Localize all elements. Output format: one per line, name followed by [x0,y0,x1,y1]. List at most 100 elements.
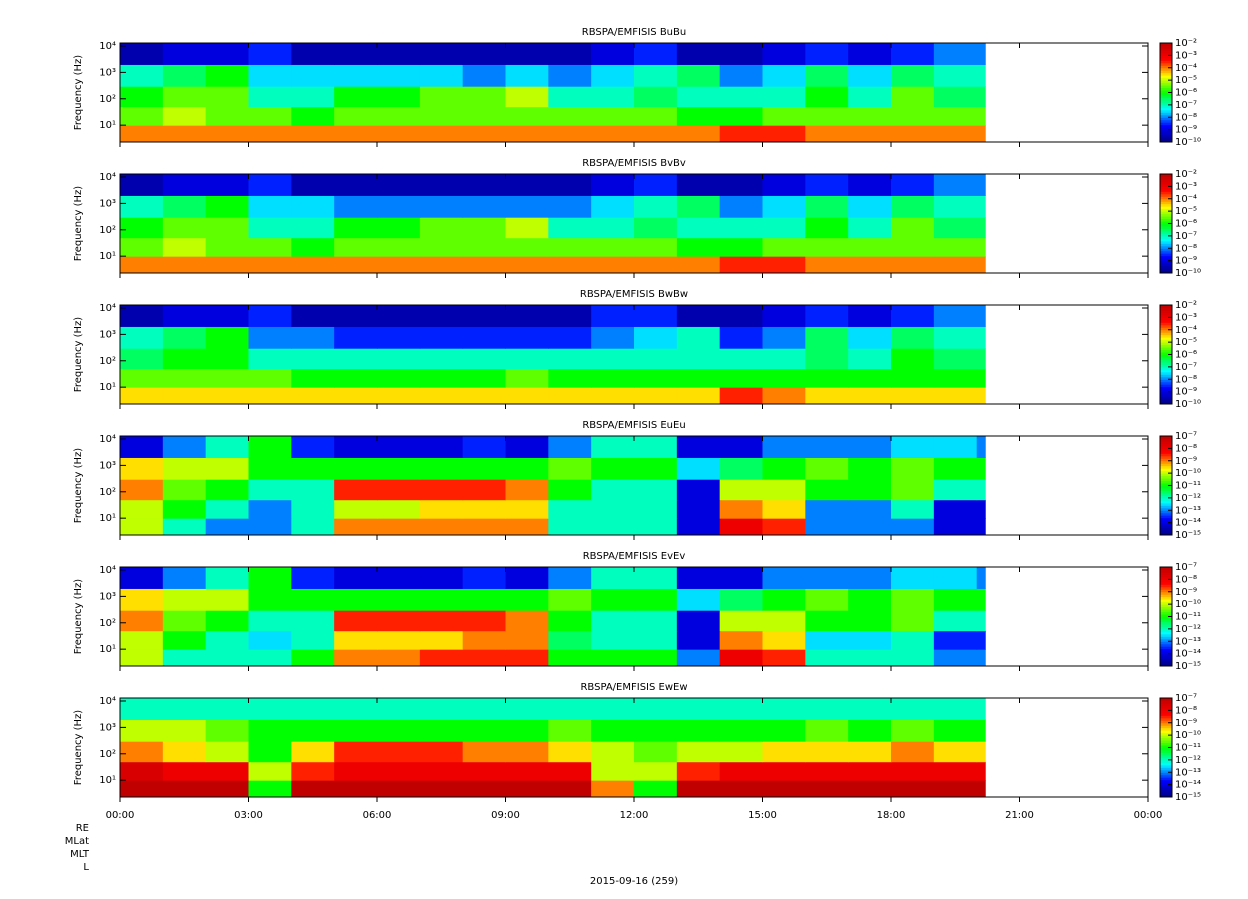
cell [719,588,763,611]
colorbar-tick-label: 10⁻⁶ [1175,350,1197,361]
cell [933,368,978,388]
panel-title: RBSPA/EMFISIS BvBv [582,158,686,169]
colorbar-slice [1160,124,1172,128]
cell [462,649,506,667]
colorbar-tick-label: 10⁻¹⁴ [1175,780,1201,791]
colorbar-slice [1160,319,1172,323]
cell [377,43,421,65]
colorbar-slice [1160,656,1172,660]
cell [591,649,635,667]
cell [805,567,849,589]
x-tick-label: 00:00 [106,810,135,821]
colorbar-slice [1160,137,1172,141]
cell [676,518,721,536]
cell [162,86,207,108]
cell [976,86,986,108]
cell [805,106,849,126]
cell [377,237,421,257]
colorbar-slice [1160,270,1172,274]
cell [933,43,978,65]
colorbar-slice [1160,87,1172,91]
colorbar-tick-label: 10⁻² [1175,169,1197,180]
colorbar-slice [1160,789,1172,793]
x-tick-label: 06:00 [363,810,392,821]
y-tick-label: 10⁴ [99,41,116,52]
cell [634,588,678,611]
cell [891,741,935,763]
colorbar-slice [1160,97,1172,101]
colorbar-slice [1160,574,1172,578]
colorbar-slice [1160,599,1172,603]
cell [162,348,207,370]
colorbar-slice [1160,94,1172,98]
colorbar-slice [1160,779,1172,783]
colorbar-slice [1160,119,1172,123]
cell [334,195,378,218]
colorbar-slice [1160,604,1172,608]
cell [933,610,978,632]
cell [377,630,421,650]
y-tick-label: 10³ [99,198,116,209]
cell [505,125,549,143]
cell [505,741,549,763]
cell [377,174,421,196]
cell [120,387,164,405]
cell [933,174,978,196]
cell [676,588,721,611]
cell [162,719,207,742]
cell [848,479,892,501]
cell [891,761,935,781]
colorbar-slice [1160,440,1172,444]
colorbar-slice [1160,601,1172,605]
colorbar-tick-label: 10⁻⁷ [1175,431,1197,442]
colorbar-slice [1160,228,1172,232]
cell [805,256,849,274]
cell [634,567,678,589]
cell [548,761,592,781]
colorbar-slice [1160,359,1172,363]
cell [891,64,935,87]
cell [762,326,806,349]
colorbar-slice [1160,784,1172,788]
colorbar-slice [1160,487,1172,491]
colorbar-slice [1160,191,1172,195]
panel-title: RBSPA/EMFISIS EwEw [580,682,687,693]
colorbar-slice [1160,475,1172,479]
cell [976,326,986,349]
cell [891,174,935,196]
cell [891,719,935,742]
colorbar-slice [1160,794,1172,798]
cell [462,86,506,108]
cell [505,761,549,781]
cell [419,499,464,519]
cell [719,348,763,370]
colorbar-slice [1160,774,1172,778]
colorbar-slice [1160,762,1172,766]
cell [976,780,986,798]
cell [377,387,421,405]
cell [462,256,506,274]
cell [462,326,506,349]
colorbar-slice [1160,386,1172,390]
cell [719,86,763,108]
cell [120,64,164,87]
colorbar-slice [1160,396,1172,400]
y-tick-label: 10⁴ [99,434,116,445]
cell [891,106,935,126]
colorbar-slice [1160,230,1172,234]
cell [505,64,549,87]
colorbar-slice [1160,579,1172,583]
colorbar-slice [1160,114,1172,118]
cell [462,106,506,126]
colorbar-slice [1160,772,1172,776]
cell [462,125,506,143]
cell [848,348,892,370]
cell [848,326,892,349]
cell [505,780,549,798]
cell [548,588,592,611]
cell [891,256,935,274]
colorbar-slice [1160,342,1172,346]
cell [462,567,506,589]
cell [634,761,678,781]
